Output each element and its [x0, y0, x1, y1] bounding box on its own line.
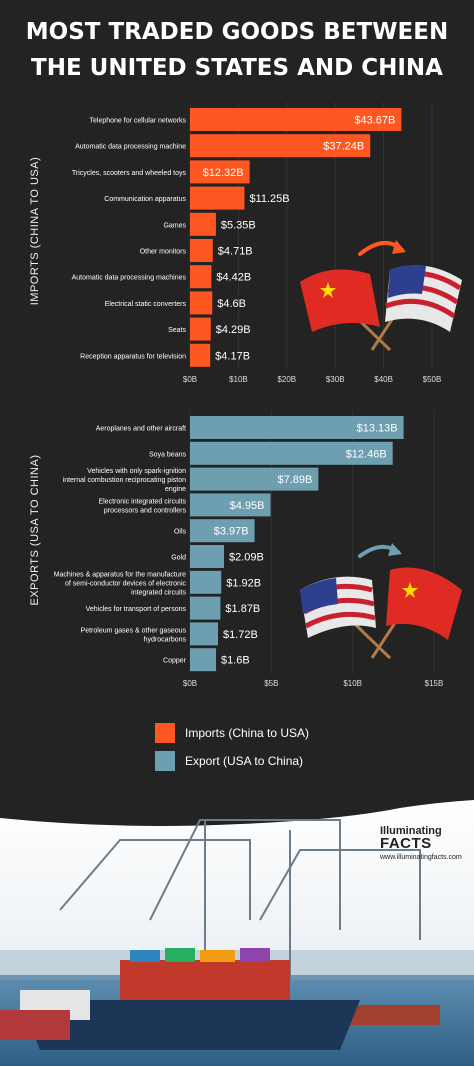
category-label: Vehicles with only spark-ignition interna…	[63, 468, 186, 493]
value-label: $2.09B	[229, 552, 264, 564]
arrow-head-icon	[388, 543, 402, 556]
category-label: Copper	[163, 658, 187, 665]
bar	[190, 343, 211, 367]
bar	[190, 416, 404, 439]
page-title: MOST TRADED GOODS BETWEEN THE UNITED STA…	[0, 14, 474, 86]
category-label: Machines & apparatus for the manufacture…	[54, 571, 187, 596]
ship-hull	[20, 1000, 360, 1050]
value-label: $7.89B	[277, 474, 312, 486]
bar	[190, 545, 224, 568]
value-label: $4.6B	[217, 298, 246, 310]
brand-url: www.illuminatingfacts.com	[380, 854, 462, 861]
x-tick-label: $10B	[343, 679, 362, 688]
imports-chart: $0B $10B $20B $30B $40B $50B Telephone for cel…	[72, 102, 442, 384]
china-flag-icon	[386, 567, 462, 640]
value-label: $4.17B	[215, 350, 250, 362]
value-label: $4.42B	[216, 272, 251, 284]
containers	[120, 948, 440, 1025]
category-label: Vehicles for transport of persons	[86, 606, 187, 613]
bar	[190, 291, 213, 315]
x-tick-label: $50B	[423, 375, 442, 384]
value-label: $4.29B	[216, 324, 251, 336]
value-label: $13.13B	[357, 423, 398, 435]
usa-flag-icon	[300, 576, 376, 638]
category-label: Automatic data processing machines	[72, 275, 187, 282]
title-line-2: THE UNITED STATES AND CHINA	[31, 55, 443, 81]
legend-swatch-exports	[155, 751, 175, 771]
category-label: Petroleum gases & other gaseous hydrocarb…	[81, 627, 187, 643]
x-tick-label: $10B	[229, 375, 248, 384]
bar	[190, 186, 245, 210]
usa-to-china-flags-illustration	[300, 543, 462, 660]
value-label: $3.97B	[214, 526, 249, 538]
category-label: Reception apparatus for television	[80, 353, 186, 360]
x-tick-label: $0B	[183, 679, 197, 688]
category-label: Games	[163, 222, 186, 229]
china-to-usa-flags-illustration	[300, 240, 462, 352]
brand-logo: Illuminating FACTS www.illuminatingfacts…	[380, 825, 462, 862]
category-label: Soya beans	[149, 451, 186, 458]
value-label: $37.24B	[323, 141, 364, 153]
value-label: $1.92B	[226, 577, 261, 589]
value-label: $11.25B	[249, 193, 289, 205]
category-label: Telephone for cellular networks	[90, 118, 187, 125]
bar	[190, 212, 216, 236]
bar	[190, 317, 211, 341]
category-label: Tricycles, scooters and wheeled toys	[72, 170, 187, 177]
category-label: Other monitors	[140, 249, 187, 256]
bar	[190, 467, 319, 491]
value-label: $4.71B	[218, 246, 253, 258]
legend-item-imports: Imports (China to USA)	[155, 722, 309, 744]
category-label: Communication apparatus	[104, 196, 186, 203]
value-label: $12.46B	[346, 448, 387, 460]
usa-flag-icon	[385, 265, 462, 332]
x-tick-label: $30B	[326, 375, 345, 384]
bar	[190, 596, 221, 620]
x-tick-label: $15B	[425, 679, 444, 688]
title-line-1: MOST TRADED GOODS BETWEEN	[25, 19, 449, 45]
category-label: Electronic integrated circuits processors…	[98, 498, 186, 514]
value-label: $1.6B	[221, 655, 250, 667]
value-label: $12.32B	[203, 167, 244, 179]
brand-line-2: FACTS	[380, 835, 432, 852]
category-label: Oils	[174, 529, 187, 536]
crane-silhouettes	[59, 819, 421, 980]
bar	[190, 648, 217, 672]
bar	[190, 108, 402, 131]
bar	[190, 134, 371, 158]
legend-swatch-imports	[155, 723, 175, 743]
exports-chart: $0B $5B $10B $15B Aeroplanes and other aircr…	[54, 410, 444, 688]
x-tick-label: $40B	[374, 375, 393, 384]
value-label: $43.67B	[354, 115, 395, 127]
bar	[190, 265, 212, 289]
china-flag-icon	[300, 269, 380, 332]
bar	[190, 160, 250, 184]
bar	[190, 441, 393, 465]
value-label: $1.72B	[223, 629, 258, 641]
value-label: $5.35B	[221, 219, 256, 231]
legend-item-exports: Export (USA to China)	[155, 750, 309, 772]
legend: Imports (China to USA) Export (USA to Ch…	[155, 722, 309, 778]
bar	[190, 570, 222, 594]
legend-label-imports: Imports (China to USA)	[185, 726, 310, 740]
x-tick-label: $20B	[277, 375, 296, 384]
bar	[190, 622, 218, 646]
x-tick-label: $0B	[183, 375, 197, 384]
value-label: $1.87B	[225, 603, 260, 615]
category-label: Electrical static converters	[105, 301, 187, 308]
category-label: Automatic data processing machine	[75, 144, 186, 151]
x-tick-label: $5B	[264, 679, 278, 688]
category-label: Seats	[168, 327, 186, 334]
bar	[190, 239, 213, 262]
bar	[190, 519, 255, 543]
bar	[190, 493, 271, 517]
port-photo	[0, 800, 474, 1066]
legend-label-exports: Export (USA to China)	[185, 754, 304, 768]
category-label: Gold	[171, 555, 186, 562]
brand-line-1: Illuminating	[380, 825, 442, 837]
value-label: $4.95B	[230, 500, 265, 512]
arrow-head-icon	[392, 240, 406, 254]
category-label: Aeroplanes and other aircraft	[96, 426, 186, 433]
